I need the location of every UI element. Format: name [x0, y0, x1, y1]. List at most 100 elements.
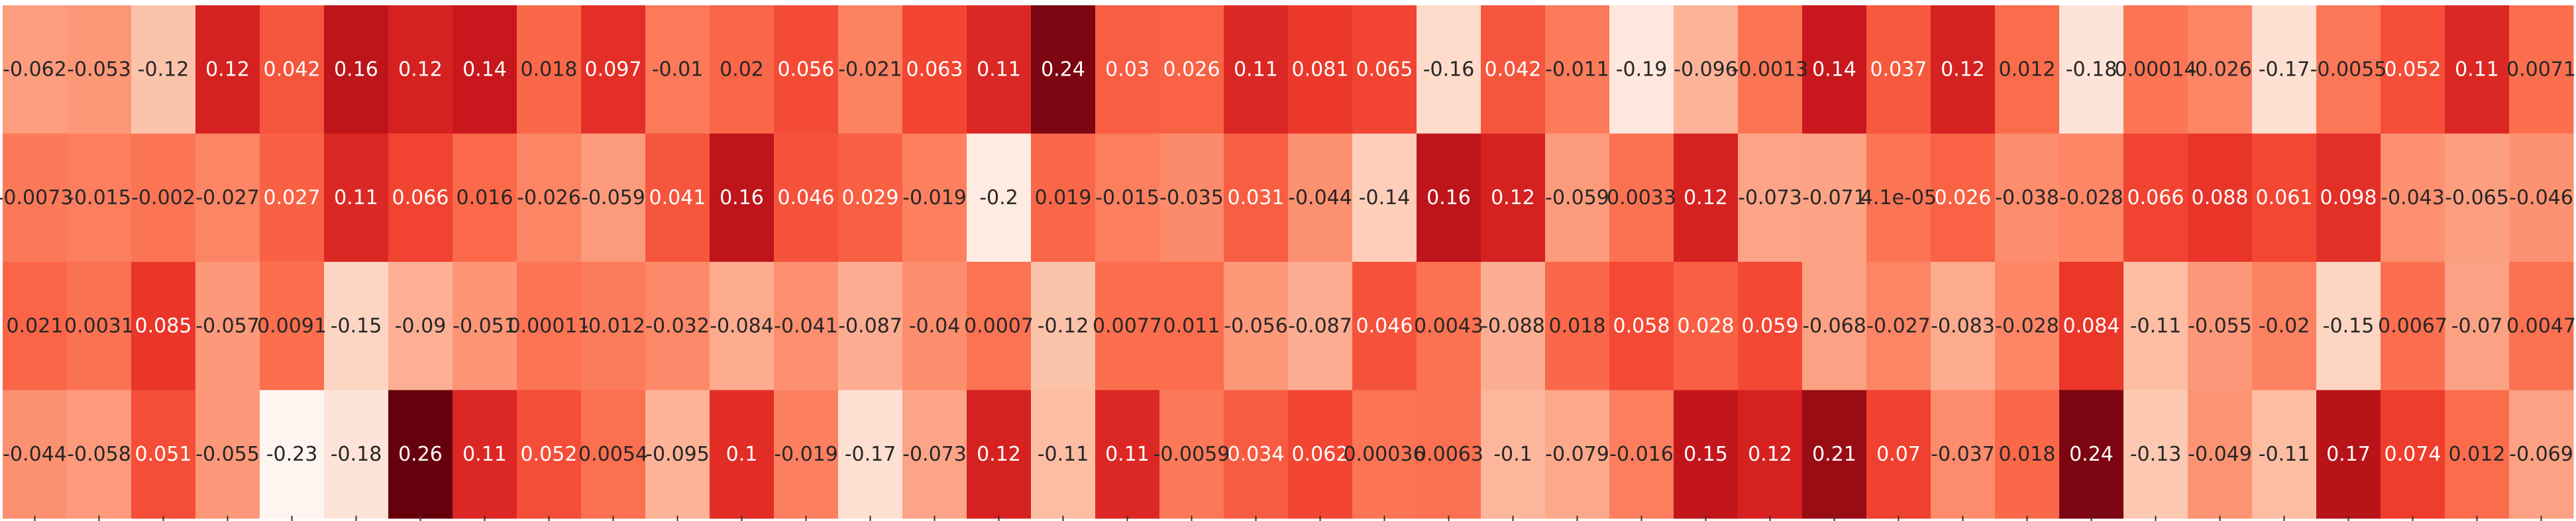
heatmap-cell-label-r0-c31: 0.012 [1999, 58, 2056, 81]
heatmap-cell-label-r3-c1: -0.058 [67, 443, 131, 466]
heatmap-cell-label-r2-c9: -0.012 [581, 314, 645, 337]
heatmap-cell-r3-c0 [3, 390, 68, 519]
heatmap-cell-r3-c20 [1288, 390, 1353, 519]
heatmap-cell-label-r0-c37: 0.052 [2385, 58, 2442, 81]
heatmap-cell-label-r1-c27: -0.073 [1738, 186, 1802, 209]
heatmap-cell-label-r0-c15: 0.11 [977, 58, 1021, 81]
heatmap-cell-label-r2-c8: 0.00011 [508, 314, 590, 337]
heatmap-cell-label-r1-c38: -0.065 [2445, 186, 2509, 209]
heatmap-cell-label-r3-c21: 0.00036 [1343, 443, 1425, 466]
heatmap-cell-r1-c4 [260, 133, 325, 262]
heatmap-cell-label-r3-c23: -0.1 [1493, 443, 1532, 466]
heatmap-cell-label-r1-c36: 0.098 [2320, 186, 2377, 209]
heatmap-cell-label-r3-c7: 0.11 [462, 443, 507, 466]
heatmap-cell-label-r0-c9: 0.097 [585, 58, 642, 81]
heatmap-cell-r1-c37 [2381, 133, 2445, 262]
heatmap-cell-label-r0-c29: 0.037 [1870, 58, 1927, 81]
heatmap-cell-label-r3-c35: -0.11 [2259, 443, 2310, 466]
heatmap-cell-r1-c9 [581, 133, 646, 262]
heatmap-cell-r1-c12 [774, 133, 839, 262]
heatmap-cell-r1-c2 [131, 133, 196, 262]
heatmap-cell-r2-c19 [1224, 262, 1289, 390]
heatmap-cell-r2-c7 [453, 262, 517, 390]
heatmap-cell-r1-c3 [195, 133, 260, 262]
heatmap-cell-r2-c2 [131, 262, 196, 390]
heatmap-cell-r0-c31 [1995, 5, 2060, 134]
heatmap-cell-r3-c14 [902, 390, 967, 519]
heatmap-cell-r0-c16 [1031, 5, 1096, 134]
heatmap-cell-r1-c14 [902, 133, 967, 262]
heatmap-cell-label-r0-c21: 0.065 [1356, 58, 1413, 81]
heatmap-cell-label-r2-c32: 0.084 [2063, 314, 2120, 337]
heatmap-cell-label-r1-c17: -0.015 [1095, 186, 1159, 209]
heatmap-cell-r2-c17 [1095, 262, 1160, 390]
heatmap-cell-label-r0-c3: 0.12 [205, 58, 250, 81]
heatmap-cell-label-r3-c14: -0.073 [902, 443, 967, 466]
heatmap-cell-label-r3-c9: 0.0054 [578, 443, 648, 466]
heatmap-cell-label-r0-c35: -0.17 [2259, 58, 2310, 81]
heatmap-cell-r3-c34 [2188, 390, 2253, 519]
heatmap-cell-label-r1-c32: -0.028 [2059, 186, 2123, 209]
heatmap-cell-label-r0-c19: 0.11 [1234, 58, 1278, 81]
heatmap-cell-r3-c26 [1674, 390, 1739, 519]
heatmap-cell-r1-c24 [1545, 133, 1610, 262]
heatmap-cell-r2-c37 [2381, 262, 2445, 390]
heatmap-cell-label-r2-c26: 0.028 [1678, 314, 1735, 337]
heatmap-cell-label-r3-c5: -0.18 [331, 443, 382, 466]
heatmap-cell-r3-c15 [967, 390, 1032, 519]
heatmap-cell-label-r0-c13: -0.021 [838, 58, 902, 81]
heatmap-cell-label-r0-c2: -0.12 [138, 58, 189, 81]
heatmap-cell-label-r3-c20: 0.062 [1292, 443, 1349, 466]
heatmap-cell-label-r3-c34: -0.049 [2188, 443, 2252, 466]
heatmap-cell-label-r3-c24: -0.079 [1545, 443, 1609, 466]
heatmap-cell-r3-c27 [1738, 390, 1803, 519]
heatmap-cell-r2-c4 [260, 262, 325, 390]
heatmap-cell-r3-c39 [2509, 390, 2574, 519]
heatmap-cell-label-r3-c13: -0.17 [845, 443, 896, 466]
heatmap-cell-r2-c5 [324, 262, 389, 390]
heatmap-cell-label-r1-c26: 0.12 [1684, 186, 1728, 209]
heatmap-cell-r1-c29 [1866, 133, 1931, 262]
heatmap-cell-label-r2-c30: -0.083 [1931, 314, 1995, 337]
heatmap-cell-label-r0-c27: -0.0013 [1732, 58, 1809, 81]
heatmap-cell-label-r3-c27: 0.12 [1748, 443, 1792, 466]
heatmap-cell-r1-c17 [1095, 133, 1160, 262]
heatmap-cell-r2-c13 [838, 262, 903, 390]
heatmap-cell-label-r0-c17: 0.03 [1105, 58, 1150, 81]
heatmap-cell-label-r1-c14: -0.019 [902, 186, 967, 209]
heatmap-cell-label-r0-c1: -0.053 [67, 58, 131, 81]
heatmap-cell-r3-c8 [517, 390, 582, 519]
heatmap-cell-label-r0-c23: 0.042 [1485, 58, 1542, 81]
heatmap-cell-r0-c18 [1159, 5, 1224, 134]
heatmap-cell-r0-c33 [2123, 5, 2188, 134]
heatmap-cell-label-r0-c11: 0.02 [720, 58, 764, 81]
heatmap-cell-label-r2-c20: -0.087 [1288, 314, 1352, 337]
heatmap-cell-label-r1-c13: 0.029 [842, 186, 899, 209]
heatmap-cell-r1-c35 [2252, 133, 2317, 262]
heatmap-cell-r2-c0 [3, 262, 68, 390]
heatmap-cell-label-r0-c33: 0.00014 [2114, 58, 2196, 81]
heatmap-cell-label-r0-c38: 0.11 [2455, 58, 2499, 81]
heatmap-cell-r0-c36 [2316, 5, 2381, 134]
heatmap-cell-label-r2-c12: -0.041 [774, 314, 838, 337]
heatmap-cell-r0-c32 [2059, 5, 2124, 134]
heatmap-cell-r2-c15 [967, 262, 1032, 390]
heatmap-cell-r1-c33 [2123, 133, 2188, 262]
heatmap-cell-label-r0-c14: 0.063 [906, 58, 963, 81]
heatmap-cell-r2-c16 [1031, 262, 1096, 390]
heatmap-cell-r3-c21 [1352, 390, 1417, 519]
heatmap-cell-r0-c29 [1866, 5, 1931, 134]
heatmap-cell-r2-c22 [1417, 262, 1481, 390]
heatmap-cell-label-r2-c35: -0.02 [2259, 314, 2310, 337]
heatmap-cell-label-r1-c4: 0.027 [264, 186, 321, 209]
heatmap-cell-label-r1-c7: 0.016 [456, 186, 513, 209]
heatmap-cell-r3-c16 [1031, 390, 1096, 519]
heatmap-cell-label-r0-c34: -0.026 [2188, 58, 2252, 81]
heatmap-cell-label-r3-c11: 0.1 [726, 443, 758, 466]
heatmap-cell-label-r1-c20: -0.044 [1288, 186, 1352, 209]
heatmap-cell-r2-c12 [774, 262, 839, 390]
heatmap-cell-r0-c39 [2509, 5, 2574, 134]
heatmap-cell-r1-c26 [1674, 133, 1739, 262]
heatmap-cell-r0-c34 [2188, 5, 2253, 134]
heatmap-cell-label-r2-c29: -0.027 [1866, 314, 1931, 337]
